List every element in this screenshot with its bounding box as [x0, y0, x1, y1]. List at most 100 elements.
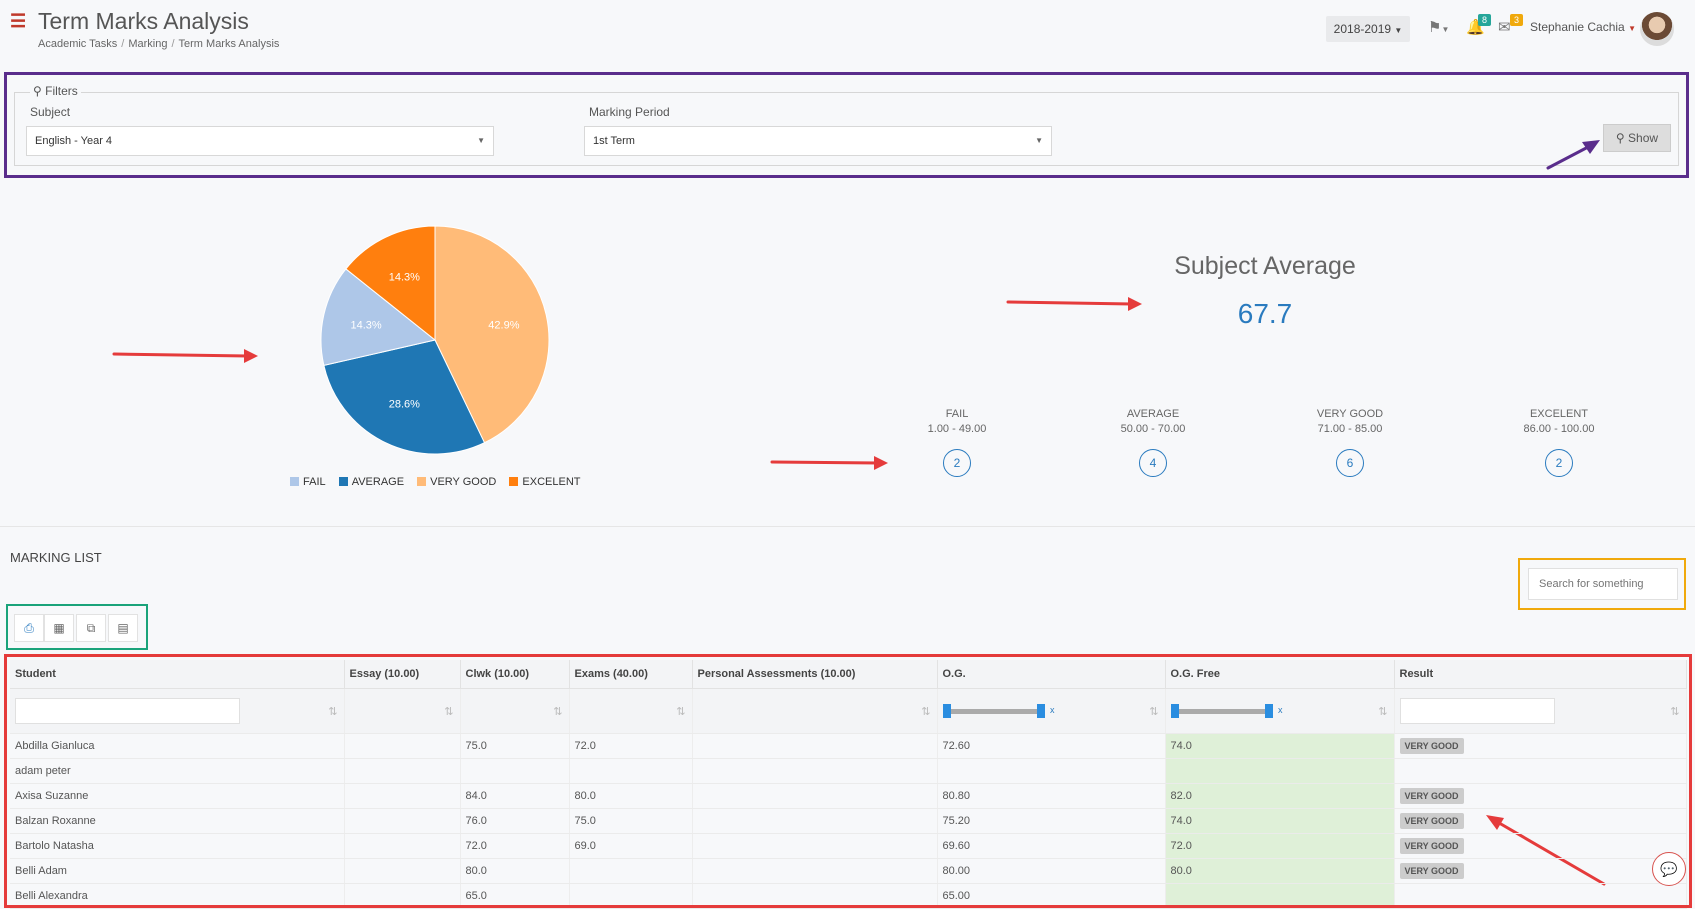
pie-slice-fail[interactable] [320, 268, 437, 366]
cell-ogfree: 74.0 [1165, 808, 1395, 834]
annotation-arrow [1546, 144, 1592, 170]
column-header[interactable]: Student [10, 660, 345, 689]
subject-average-value: 67.7 [1237, 298, 1293, 329]
result-badge: VERY GOOD [1399, 863, 1464, 879]
cell-clwk: 72.0 [460, 833, 570, 859]
table-row[interactable]: Belli Alexandra 65.0 65.00 [10, 883, 1687, 909]
pie-slice-average[interactable] [323, 339, 486, 455]
table-header-row: Student Essay (10.00) Clwk (10.00) Exams… [10, 660, 1687, 689]
og-range-slider[interactable]: x [942, 704, 1055, 718]
sort-icon[interactable]: ⇅ [1149, 706, 1159, 718]
result-filter-input[interactable] [1399, 698, 1555, 724]
category-count[interactable]: 4 [1139, 449, 1167, 477]
category-count[interactable]: 6 [1336, 449, 1364, 477]
pdf-icon: ▤ [117, 621, 129, 635]
sort-icon[interactable]: ⇅ [553, 706, 563, 718]
copy-button[interactable]: ⧉ [76, 614, 106, 642]
breadcrumb-item[interactable]: Marking [128, 38, 168, 50]
legend-item-fail[interactable]: FAIL [290, 476, 326, 488]
sort-icon[interactable]: ⇅ [1378, 706, 1388, 718]
cell-ogfree [1165, 883, 1395, 909]
cell-exams [569, 883, 693, 909]
og-free-range-slider[interactable]: x [1170, 704, 1283, 718]
range-handle-max[interactable] [1264, 704, 1273, 718]
cell-essay [344, 833, 461, 859]
student-filter-input[interactable] [15, 698, 240, 724]
column-header[interactable]: Personal Assessments (10.00) [692, 660, 938, 689]
messages-badge: 3 [1510, 14, 1523, 26]
avatar[interactable] [1640, 12, 1674, 46]
cell-result: VERY GOOD [1394, 808, 1687, 834]
search-input[interactable] [1528, 568, 1678, 600]
chat-button[interactable]: 💬 [1652, 852, 1686, 886]
pie-slice-excelent[interactable] [345, 225, 436, 342]
legend-item-average[interactable]: AVERAGE [338, 476, 404, 488]
excel-button[interactable]: ▦ [44, 614, 74, 642]
subject-select[interactable]: English - Year 4 ▼ [26, 126, 494, 156]
cell-student: adam peter [10, 758, 345, 784]
table-row[interactable]: Bartolo Natasha 72.0 69.0 69.60 72.0 VERY GOO… [10, 833, 1687, 859]
clear-icon[interactable]: x [1278, 705, 1283, 715]
cell-pa [692, 833, 938, 859]
range-handle-min[interactable] [942, 704, 951, 718]
sort-icon[interactable]: ⇅ [328, 706, 338, 718]
legend-label: FAIL [303, 476, 326, 488]
pdf-button[interactable]: ▤ [108, 614, 138, 642]
pie-slice-label: 14.3% [350, 319, 381, 331]
table-row[interactable]: Belli Adam 80.0 80.00 80.0 VERY GOOD [10, 858, 1687, 884]
cell-exams: 75.0 [569, 808, 693, 834]
annotation-frame-tools [6, 604, 148, 650]
cell-clwk: 84.0 [460, 783, 570, 809]
range-handle-min[interactable] [1170, 704, 1179, 718]
column-header[interactable]: O.G. [937, 660, 1166, 689]
result-badge: VERY GOOD [1399, 788, 1464, 804]
category-name: VERY GOOD [1316, 408, 1384, 420]
sort-icon[interactable]: ⇅ [676, 706, 686, 718]
year-selector[interactable]: 2018-2019 ▼ [1326, 16, 1410, 42]
cell-exams: 72.0 [569, 733, 693, 759]
annotation-arrowhead [874, 456, 888, 470]
cell-pa [692, 783, 938, 809]
clear-icon[interactable]: x [1050, 705, 1055, 715]
column-header[interactable]: Result [1394, 660, 1687, 689]
cell-ogfree: 72.0 [1165, 833, 1395, 859]
sort-icon[interactable]: ⇅ [444, 706, 454, 718]
cell-ogfree: 80.0 [1165, 858, 1395, 884]
category-name: FAIL [945, 408, 969, 420]
search-icon: ⚲ [33, 84, 42, 98]
flag-icon[interactable]: ⚑▼ [1428, 19, 1450, 36]
cell-clwk: 76.0 [460, 808, 570, 834]
menu-toggle-icon[interactable]: ☰ [10, 11, 27, 31]
chevron-down-icon: ▼ [1394, 26, 1403, 35]
column-header[interactable]: Essay (10.00) [344, 660, 461, 689]
column-header[interactable]: Clwk (10.00) [460, 660, 570, 689]
subject-select-value: English - Year 4 [35, 135, 113, 147]
legend-item-very-good[interactable]: VERY GOOD [417, 476, 496, 488]
table-row[interactable]: Balzan Roxanne 76.0 75.0 75.20 74.0 VERY GOOD [10, 808, 1687, 834]
column-header[interactable]: O.G. Free [1165, 660, 1395, 689]
cell-ogfree [1165, 758, 1395, 784]
table-row[interactable]: Axisa Suzanne 84.0 80.0 80.80 82.0 VERY GOOD [10, 783, 1687, 809]
category-count[interactable]: 2 [1545, 449, 1573, 477]
cell-student: Bartolo Natasha [10, 833, 345, 859]
pie-slice-very-good[interactable] [434, 225, 550, 444]
user-menu[interactable]: Stephanie Cachia ▼ [1530, 20, 1636, 34]
legend-label: VERY GOOD [430, 476, 497, 488]
period-select[interactable]: 1st Term ▼ [584, 126, 1052, 156]
envelope-icon[interactable]: ✉ [1498, 19, 1511, 36]
table-row[interactable]: adam peter [10, 758, 1687, 784]
cell-pa [692, 858, 938, 884]
column-header[interactable]: Exams (40.00) [569, 660, 693, 689]
sort-icon[interactable]: ⇅ [1670, 706, 1680, 718]
legend-item-excelent[interactable]: EXCELENT [509, 476, 581, 488]
show-button[interactable]: ⚲ Show [1603, 124, 1671, 152]
sort-icon[interactable]: ⇅ [921, 706, 931, 718]
print-button[interactable]: ⎙ [14, 614, 44, 642]
range-handle-max[interactable] [1036, 704, 1045, 718]
breadcrumb-item[interactable]: Academic Tasks [38, 38, 118, 50]
cell-clwk: 80.0 [460, 858, 570, 884]
category-average: AVERAGE 50.00 - 70.00 4 [1083, 408, 1223, 477]
cell-exams: 80.0 [569, 783, 693, 809]
category-count[interactable]: 2 [943, 449, 971, 477]
table-row[interactable]: Abdilla Gianluca 75.0 72.0 72.60 74.0 VERY GO… [10, 733, 1687, 759]
